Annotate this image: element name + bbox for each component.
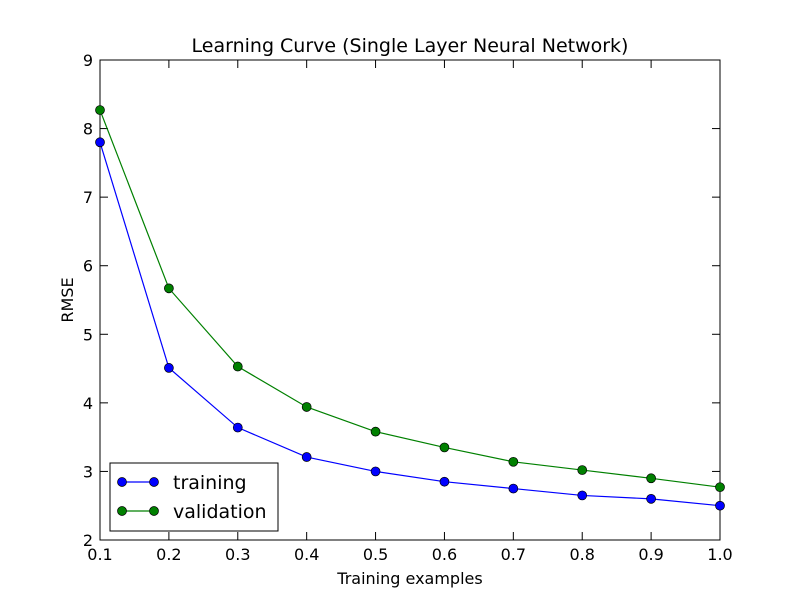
- data-point-training: [301, 452, 312, 462]
- legend-box: [109, 462, 279, 532]
- y-tick-label: 7: [83, 188, 93, 207]
- data-point-validation: [301, 402, 312, 412]
- legend-marker-validation: [149, 506, 159, 516]
- x-tick-label: 0.5: [363, 545, 388, 564]
- plot-frame: [99, 59, 721, 541]
- data-point-validation: [439, 442, 450, 453]
- x-tick-label: 1.0: [707, 545, 732, 564]
- legend: training validation: [109, 462, 279, 532]
- series-validation: [95, 105, 725, 493]
- x-tick-label: 0.9: [638, 545, 663, 564]
- y-tick-label: 8: [83, 120, 93, 139]
- data-point-validation: [232, 361, 243, 372]
- y-tick-label: 5: [83, 325, 93, 344]
- x-tick-label: 0.6: [432, 545, 457, 564]
- data-point-training: [715, 500, 725, 511]
- data-point-training: [232, 422, 243, 433]
- series-line-validation: [99, 109, 721, 488]
- y-tick-label: 6: [83, 257, 93, 276]
- series-line-training: [99, 142, 721, 507]
- chart-title: Learning Curve (Single Layer Neural Netw…: [192, 35, 629, 57]
- data-point-training: [646, 494, 656, 504]
- data-point-validation: [164, 283, 174, 294]
- legend-label-validation: validation: [173, 501, 267, 523]
- x-tick-label: 0.1: [87, 545, 112, 564]
- y-tick-label: 2: [83, 531, 93, 550]
- x-tick-label: 0.7: [501, 545, 526, 564]
- x-axis-label: Training examples: [336, 569, 482, 588]
- y-axis-label: RMSE: [58, 277, 77, 322]
- data-point-training: [370, 466, 381, 477]
- data-point-training: [508, 483, 519, 494]
- data-point-validation: [370, 426, 381, 437]
- legend-marker-training: [149, 477, 159, 487]
- plot-area: 0.1 0.2 0.3 0.4 0.5 0.6 0.7 0.8 0.9 1.0 2 3 4 5 6 7 8 9 tr…: [83, 51, 733, 564]
- data-point-training: [439, 476, 450, 487]
- x-tick-label: 0.2: [156, 545, 181, 564]
- data-point-validation: [508, 456, 519, 467]
- series-training: [95, 137, 725, 511]
- data-point-validation: [95, 105, 105, 115]
- data-point-validation: [715, 482, 725, 493]
- x-tick-label: 0.3: [225, 545, 250, 564]
- data-point-validation: [577, 465, 588, 475]
- y-tick-label: 4: [83, 394, 93, 413]
- y-tick-label: 9: [83, 51, 93, 70]
- x-tick-label: 0.8: [569, 545, 594, 564]
- data-point-training: [577, 490, 588, 501]
- data-point-training: [95, 137, 105, 148]
- legend-label-training: training: [173, 472, 247, 494]
- data-point-validation: [646, 473, 656, 484]
- y-tick-label: 3: [83, 462, 93, 481]
- x-tick-label: 0.4: [294, 545, 319, 564]
- data-point-training: [164, 363, 174, 373]
- legend-marker-validation: [117, 506, 127, 516]
- legend-marker-training: [117, 477, 127, 487]
